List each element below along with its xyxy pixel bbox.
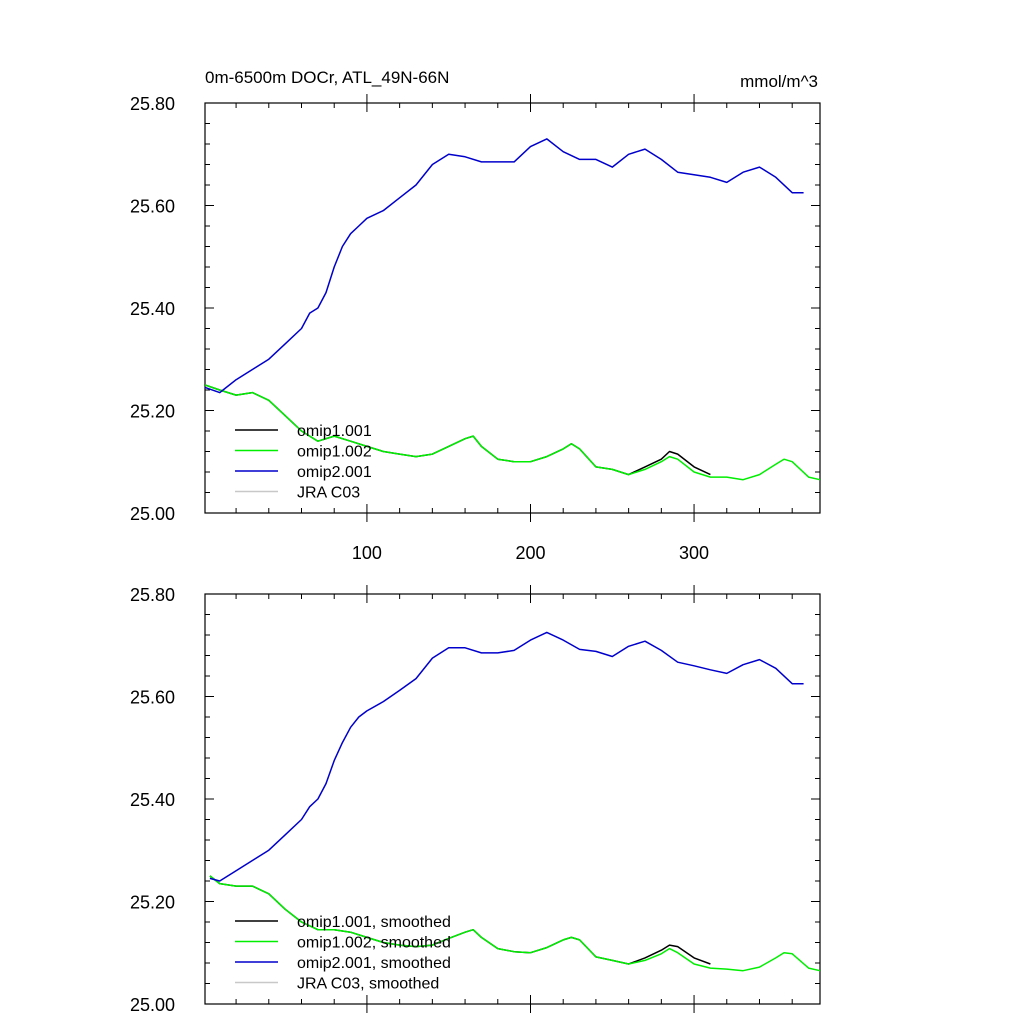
legend-label: omip1.002, smoothed bbox=[297, 935, 451, 952]
legend-label: omip1.001, smoothed bbox=[297, 914, 451, 931]
legend-label: omip2.001, smoothed bbox=[297, 955, 451, 972]
y-tick-label: 25.00 bbox=[130, 504, 175, 524]
series-line-3 bbox=[209, 631, 804, 882]
x-tick-label: 300 bbox=[679, 543, 709, 563]
chart-title: 0m-6500m DOCr, ATL_49N-66N bbox=[205, 68, 449, 87]
bottom-panel: 25.00 25.20 25.40 25.60 25.80 omip1.001, smoo… bbox=[130, 585, 821, 1015]
legend-label: omip2.001 bbox=[297, 464, 372, 481]
legend-label: JRA C03 bbox=[297, 485, 360, 502]
legend-label: omip1.001 bbox=[297, 423, 372, 440]
series-line-2 bbox=[204, 384, 821, 481]
legend-label: omip1.002 bbox=[297, 444, 372, 461]
y-tick-label: 25.20 bbox=[130, 402, 175, 422]
chart-units: mmol/m^3 bbox=[740, 72, 818, 91]
x-tick-label: 200 bbox=[515, 543, 545, 563]
y-tick-label: 25.00 bbox=[130, 995, 175, 1015]
y-tick-label: 25.80 bbox=[130, 585, 175, 605]
x-tick-label: 100 bbox=[352, 543, 382, 563]
y-tick-label: 25.20 bbox=[130, 893, 175, 913]
series-line-2 bbox=[209, 875, 821, 972]
series-line-1 bbox=[209, 875, 711, 965]
y-tick-label: 25.60 bbox=[130, 688, 175, 708]
series-line-3 bbox=[204, 138, 804, 394]
y-tick-label: 25.40 bbox=[130, 790, 175, 810]
top-panel: 25.00 25.20 25.40 25.60 25.80 100 200 300 omip1.… bbox=[130, 94, 821, 563]
y-tick-label: 25.40 bbox=[130, 299, 175, 319]
y-tick-label: 25.60 bbox=[130, 197, 175, 217]
series-line-1 bbox=[204, 384, 711, 476]
y-tick-label: 25.80 bbox=[130, 94, 175, 114]
legend-label: JRA C03, smoothed bbox=[297, 976, 439, 993]
